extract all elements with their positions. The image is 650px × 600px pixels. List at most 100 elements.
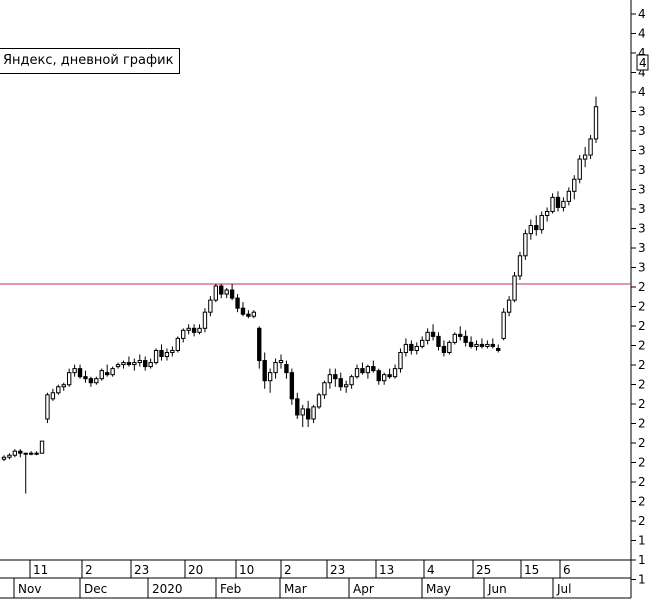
- candle-body: [61, 384, 66, 388]
- candle: [110, 366, 115, 377]
- chart-legend-label: Яндекс, дневной график: [0, 48, 181, 74]
- candle: [224, 288, 229, 299]
- candle: [191, 324, 197, 337]
- candle-body: [381, 374, 387, 382]
- candle: [360, 362, 365, 375]
- candle-body: [506, 299, 512, 313]
- candle: [77, 364, 83, 379]
- chart-plot-area: [0, 0, 632, 599]
- candle-body: [561, 200, 566, 208]
- candle: [137, 354, 142, 367]
- candle-body: [316, 394, 322, 408]
- candle-body: [289, 372, 295, 400]
- candle-body: [7, 454, 12, 458]
- candle: [501, 308, 506, 341]
- candle: [349, 374, 354, 389]
- candle-body: [376, 370, 381, 382]
- candle: [94, 376, 99, 385]
- candle: [240, 302, 246, 317]
- candle-body: [262, 360, 267, 382]
- x-month-label: Nov: [18, 582, 41, 596]
- candle: [235, 294, 240, 313]
- candle-body: [566, 190, 572, 202]
- candle: [115, 362, 121, 369]
- current-price-marker: 4: [636, 54, 649, 71]
- y-tick-label: 2: [638, 417, 646, 431]
- candle-body: [284, 364, 289, 374]
- candle: [561, 197, 566, 212]
- candle: [105, 364, 110, 377]
- candle: [83, 370, 88, 383]
- candle-body: [50, 392, 56, 400]
- x-month-label: 2020: [152, 582, 183, 596]
- price-marker-box: [636, 54, 649, 71]
- candle-body: [115, 364, 121, 368]
- candle-body: [490, 343, 495, 347]
- candle: [327, 368, 333, 389]
- candle: [7, 453, 12, 460]
- price-marker-label: 4: [639, 56, 647, 70]
- candle-series: [1, 96, 599, 494]
- candle: [414, 342, 419, 355]
- x-day-label: 23: [134, 563, 149, 577]
- candle-body: [257, 327, 262, 362]
- candle-body: [208, 299, 213, 313]
- candle-body: [458, 333, 463, 337]
- candle-body: [159, 349, 164, 358]
- candle-body: [365, 366, 371, 374]
- x-month-label: May: [426, 582, 451, 596]
- candle: [517, 251, 523, 280]
- candle-body: [295, 398, 300, 416]
- candle: [295, 392, 300, 419]
- candle: [333, 368, 338, 387]
- candle: [452, 332, 457, 345]
- candle-body: [517, 255, 523, 277]
- candle-body: [235, 297, 240, 309]
- candle-body: [479, 343, 485, 347]
- y-tick-label: 1: [638, 553, 646, 567]
- candle-body: [186, 327, 191, 331]
- candle-body: [485, 343, 490, 347]
- candle-body: [534, 225, 539, 231]
- candle-body: [360, 368, 365, 374]
- candle-body: [240, 307, 246, 315]
- candle-body: [28, 452, 34, 455]
- x-day-label: 15: [524, 563, 539, 577]
- candle-body: [181, 329, 186, 339]
- x-day-label: 13: [379, 563, 394, 577]
- candle-body: [23, 452, 28, 455]
- candle: [523, 229, 528, 260]
- candle-body: [403, 343, 409, 353]
- candle: [458, 326, 463, 341]
- candle-body: [572, 178, 577, 192]
- candle-body: [539, 214, 544, 231]
- candle: [186, 324, 191, 335]
- candle: [490, 338, 495, 349]
- candle-body: [45, 394, 50, 420]
- candle-body: [425, 331, 430, 341]
- x-month-label: Mar: [284, 582, 307, 596]
- candle-body: [349, 376, 354, 386]
- candle: [512, 271, 517, 303]
- x-day-label: 11: [33, 563, 48, 577]
- y-tick-label: 4: [638, 27, 646, 41]
- y-tick-label: 3: [638, 144, 646, 158]
- x-day-label: 2: [85, 563, 93, 577]
- candle-body: [229, 289, 235, 299]
- candle-body: [447, 341, 452, 353]
- candle-body: [12, 450, 18, 456]
- candle: [539, 211, 544, 234]
- x-axis: 11 2 23 20 10 2 23 13 4 25 15 6 Nov Dec 2020 Feb Mar Apr M…: [13, 560, 571, 598]
- candle-body: [414, 345, 419, 351]
- candle-body: [463, 335, 468, 343]
- y-tick-label: 2: [638, 319, 646, 333]
- candle: [197, 324, 202, 335]
- candle: [153, 348, 159, 365]
- candle: [544, 207, 550, 222]
- candle: [159, 344, 164, 361]
- x-month-label: Feb: [220, 582, 241, 596]
- y-tick-label: 2: [638, 358, 646, 372]
- candle-body: [582, 154, 588, 160]
- y-tick-label: 2: [638, 397, 646, 411]
